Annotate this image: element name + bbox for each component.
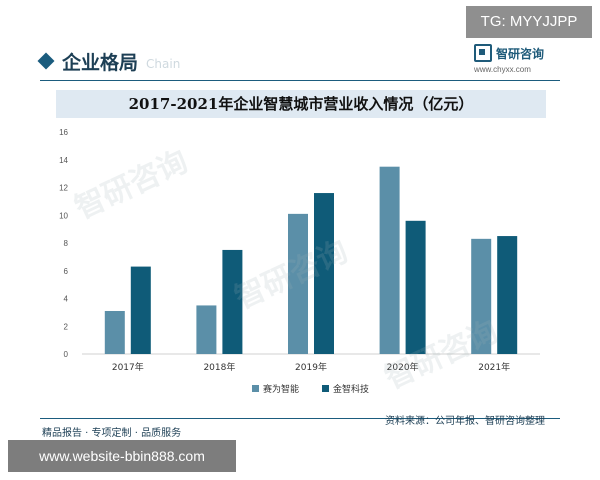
section-header: 企业格局 Chain (37, 42, 181, 80)
x-tick-label: 2018年 (203, 361, 235, 373)
legend-label: 金智科技 (333, 383, 369, 395)
chart-title: 2017-2021年企业智慧城市营业收入情况（亿元） (56, 90, 546, 118)
brand-url: www.chyxx.com (474, 65, 531, 74)
brand-name: 智研咨询 (496, 46, 545, 61)
bar-series-1 (196, 305, 217, 354)
bar-series-2 (314, 193, 334, 354)
bar-chart: 0 2 4 6 8 10 12 14 16 2017年 2018年 2019年 2020年 2021年赛为… (59, 128, 540, 395)
diamond-icon (37, 52, 55, 70)
legend-swatch (252, 385, 259, 392)
bar-series-2 (130, 266, 151, 354)
bar-series-2 (222, 249, 243, 354)
tg-badge: TG: MYYJJPP (466, 6, 592, 38)
section-title-english: Chain (146, 57, 181, 71)
legend-swatch (322, 385, 329, 392)
y-tick-label: 4 (64, 295, 69, 304)
y-tick-label: 0 (64, 350, 69, 359)
brand-logo: 智研咨询 www.chyxx.com (474, 44, 554, 74)
legend-label: 赛为智能 (263, 383, 299, 395)
y-tick-label: 2 (64, 322, 69, 331)
section-title: 企业格局 (62, 51, 139, 74)
bar-series-1 (104, 310, 125, 354)
x-tick-label: 2019年 (295, 361, 327, 373)
y-tick-label: 8 (64, 239, 69, 248)
header-divider (40, 80, 560, 81)
y-tick-label: 12 (59, 184, 68, 193)
y-tick-label: 14 (59, 156, 68, 165)
bar-series-1 (471, 238, 492, 354)
x-tick-label: 2020年 (387, 361, 419, 373)
y-tick-label: 6 (64, 267, 69, 276)
bar-series-1 (288, 213, 308, 354)
x-tick-label: 2017年 (112, 361, 144, 373)
data-source: 资料来源：公司年报、智研咨询整理 (385, 416, 545, 427)
footer-tagline: 精品报告 · 专项定制 · 品质服务 (42, 428, 182, 439)
brand-logo-icon (474, 44, 492, 62)
bar-series-1 (379, 166, 400, 354)
y-tick-label: 16 (59, 128, 68, 137)
bar-series-2 (497, 236, 518, 354)
website-bar[interactable]: www.website-bbin888.com (8, 440, 236, 472)
y-tick-label: 10 (59, 211, 68, 220)
footer-divider (40, 418, 560, 419)
x-tick-label: 2021年 (478, 361, 510, 373)
bar-series-2 (405, 220, 426, 354)
